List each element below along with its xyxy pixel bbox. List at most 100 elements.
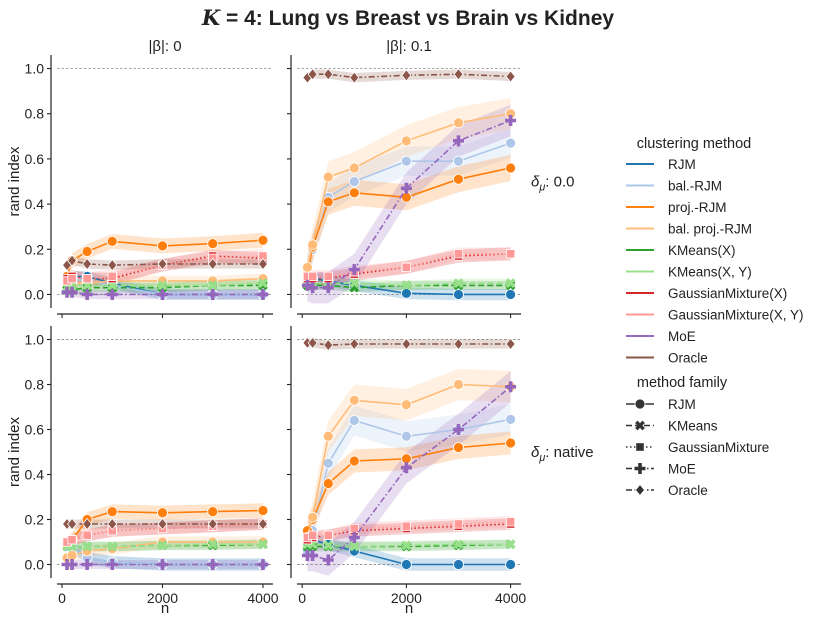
legend-item: KMeans(X, Y) <box>626 265 752 280</box>
y-tick-label: 0.6 <box>25 151 45 167</box>
data-point <box>157 240 168 252</box>
legend-item: KMeans(X) <box>626 243 736 258</box>
data-point <box>322 282 334 294</box>
row-label-symbol: δ <box>531 444 540 461</box>
data-point <box>307 239 319 251</box>
series-moe <box>301 115 517 294</box>
data-point <box>257 505 269 516</box>
series-moe <box>61 559 269 570</box>
data-point <box>156 559 168 570</box>
band-proj-rjm <box>307 154 511 288</box>
data-point <box>307 68 318 81</box>
legend-label: GaussianMixture(X, Y) <box>668 308 804 323</box>
data-point <box>82 541 93 552</box>
legend-label: MoE <box>668 329 696 344</box>
y-tick-label: 0.0 <box>25 286 45 302</box>
data-point <box>322 554 334 566</box>
y-tick-label: 0.4 <box>25 467 45 483</box>
figure-title-rest: = 4: Lung vs Breast vs Brain vs Kidney <box>220 7 614 30</box>
row-label: δμ: native <box>531 444 594 464</box>
data-point <box>453 559 464 570</box>
legend-family-marker <box>635 420 645 431</box>
legend-title-family: method family <box>637 375 728 391</box>
x-axis-label: n <box>405 600 413 617</box>
data-point <box>67 517 78 531</box>
legend-family-marker <box>634 398 646 410</box>
panel-r1c1: 0 2000 4000 n δμ: native <box>287 326 594 617</box>
legend-family-marker <box>634 483 646 497</box>
data-point <box>349 523 359 534</box>
data-point <box>301 279 313 291</box>
data-point <box>505 559 516 570</box>
legend-item: GaussianMixture(X) <box>626 286 787 301</box>
data-point <box>307 282 319 294</box>
data-point <box>258 278 268 289</box>
y-tick-label: 0.8 <box>25 106 45 122</box>
data-point <box>400 559 412 570</box>
data-point <box>349 541 360 552</box>
data-point <box>67 535 77 545</box>
data-point <box>401 540 412 551</box>
data-point <box>401 337 412 351</box>
data-point <box>323 68 334 81</box>
data-point <box>308 530 318 540</box>
data-point <box>308 271 318 281</box>
data-point <box>157 517 168 531</box>
legend-label: GaussianMixture(X) <box>668 286 787 301</box>
row-label-subscript: μ <box>538 452 545 464</box>
legend-family-label: Oracle <box>668 483 708 498</box>
data-point <box>349 71 360 84</box>
data-point <box>505 539 516 550</box>
row-label-value: : native <box>545 444 593 461</box>
series-moe <box>61 286 269 300</box>
y-tick-label: 0.0 <box>25 557 45 573</box>
data-point <box>82 257 93 271</box>
legend-item: MoE <box>626 329 696 344</box>
data-point <box>323 530 333 540</box>
data-point <box>453 173 464 185</box>
data-point <box>257 234 269 246</box>
band-bal-proj-rjm <box>307 368 511 554</box>
data-point <box>453 278 464 289</box>
series-bal-proj-rjm <box>302 379 516 543</box>
column-title: |β|: 0 <box>148 38 181 55</box>
data-point <box>82 274 92 284</box>
data-point <box>207 238 219 250</box>
data-point <box>348 187 360 199</box>
data-point-shape <box>401 540 412 551</box>
data-point-shape <box>349 541 360 552</box>
legend-family-item: RJM <box>626 397 696 412</box>
data-point <box>505 517 516 527</box>
y-tick-label: 0.4 <box>25 196 45 212</box>
row-label-subscript: μ <box>538 182 545 194</box>
figure-title: K = 4: Lung vs Breast vs Brain vs Kidney <box>201 5 614 30</box>
data-point <box>505 337 516 351</box>
data-point <box>505 249 516 259</box>
data-point <box>207 280 218 291</box>
series-oracle <box>62 254 268 272</box>
data-point <box>157 280 168 291</box>
data-point-shape <box>107 541 118 552</box>
legend-label: proj.-RJM <box>668 200 727 215</box>
data-point <box>207 506 219 518</box>
legend-item: bal.-RJM <box>626 179 722 194</box>
series-bal-proj-rjm <box>302 108 516 273</box>
data-point-shape <box>453 539 464 550</box>
data-point <box>348 532 360 543</box>
data-point <box>106 235 118 247</box>
row-label-symbol: δ <box>531 174 540 191</box>
series-oracle <box>62 517 268 531</box>
x-tick-label: 2000 <box>391 590 422 606</box>
data-point <box>348 394 360 406</box>
column-title: |β|: 0.1 <box>386 38 432 55</box>
data-point <box>400 135 412 147</box>
panel-r1c0: 0.0 0.2 0.4 0.6 0.8 1.0 0 2000 4000 rand index n <box>6 326 279 617</box>
data-point <box>505 137 516 149</box>
legend-family-marker-shape <box>635 420 645 431</box>
data-point-shape <box>207 280 218 291</box>
data-point <box>157 507 168 519</box>
data-point <box>453 539 464 550</box>
legend-label: KMeans(X) <box>668 243 736 258</box>
figure-title-symbol: K <box>201 5 221 30</box>
